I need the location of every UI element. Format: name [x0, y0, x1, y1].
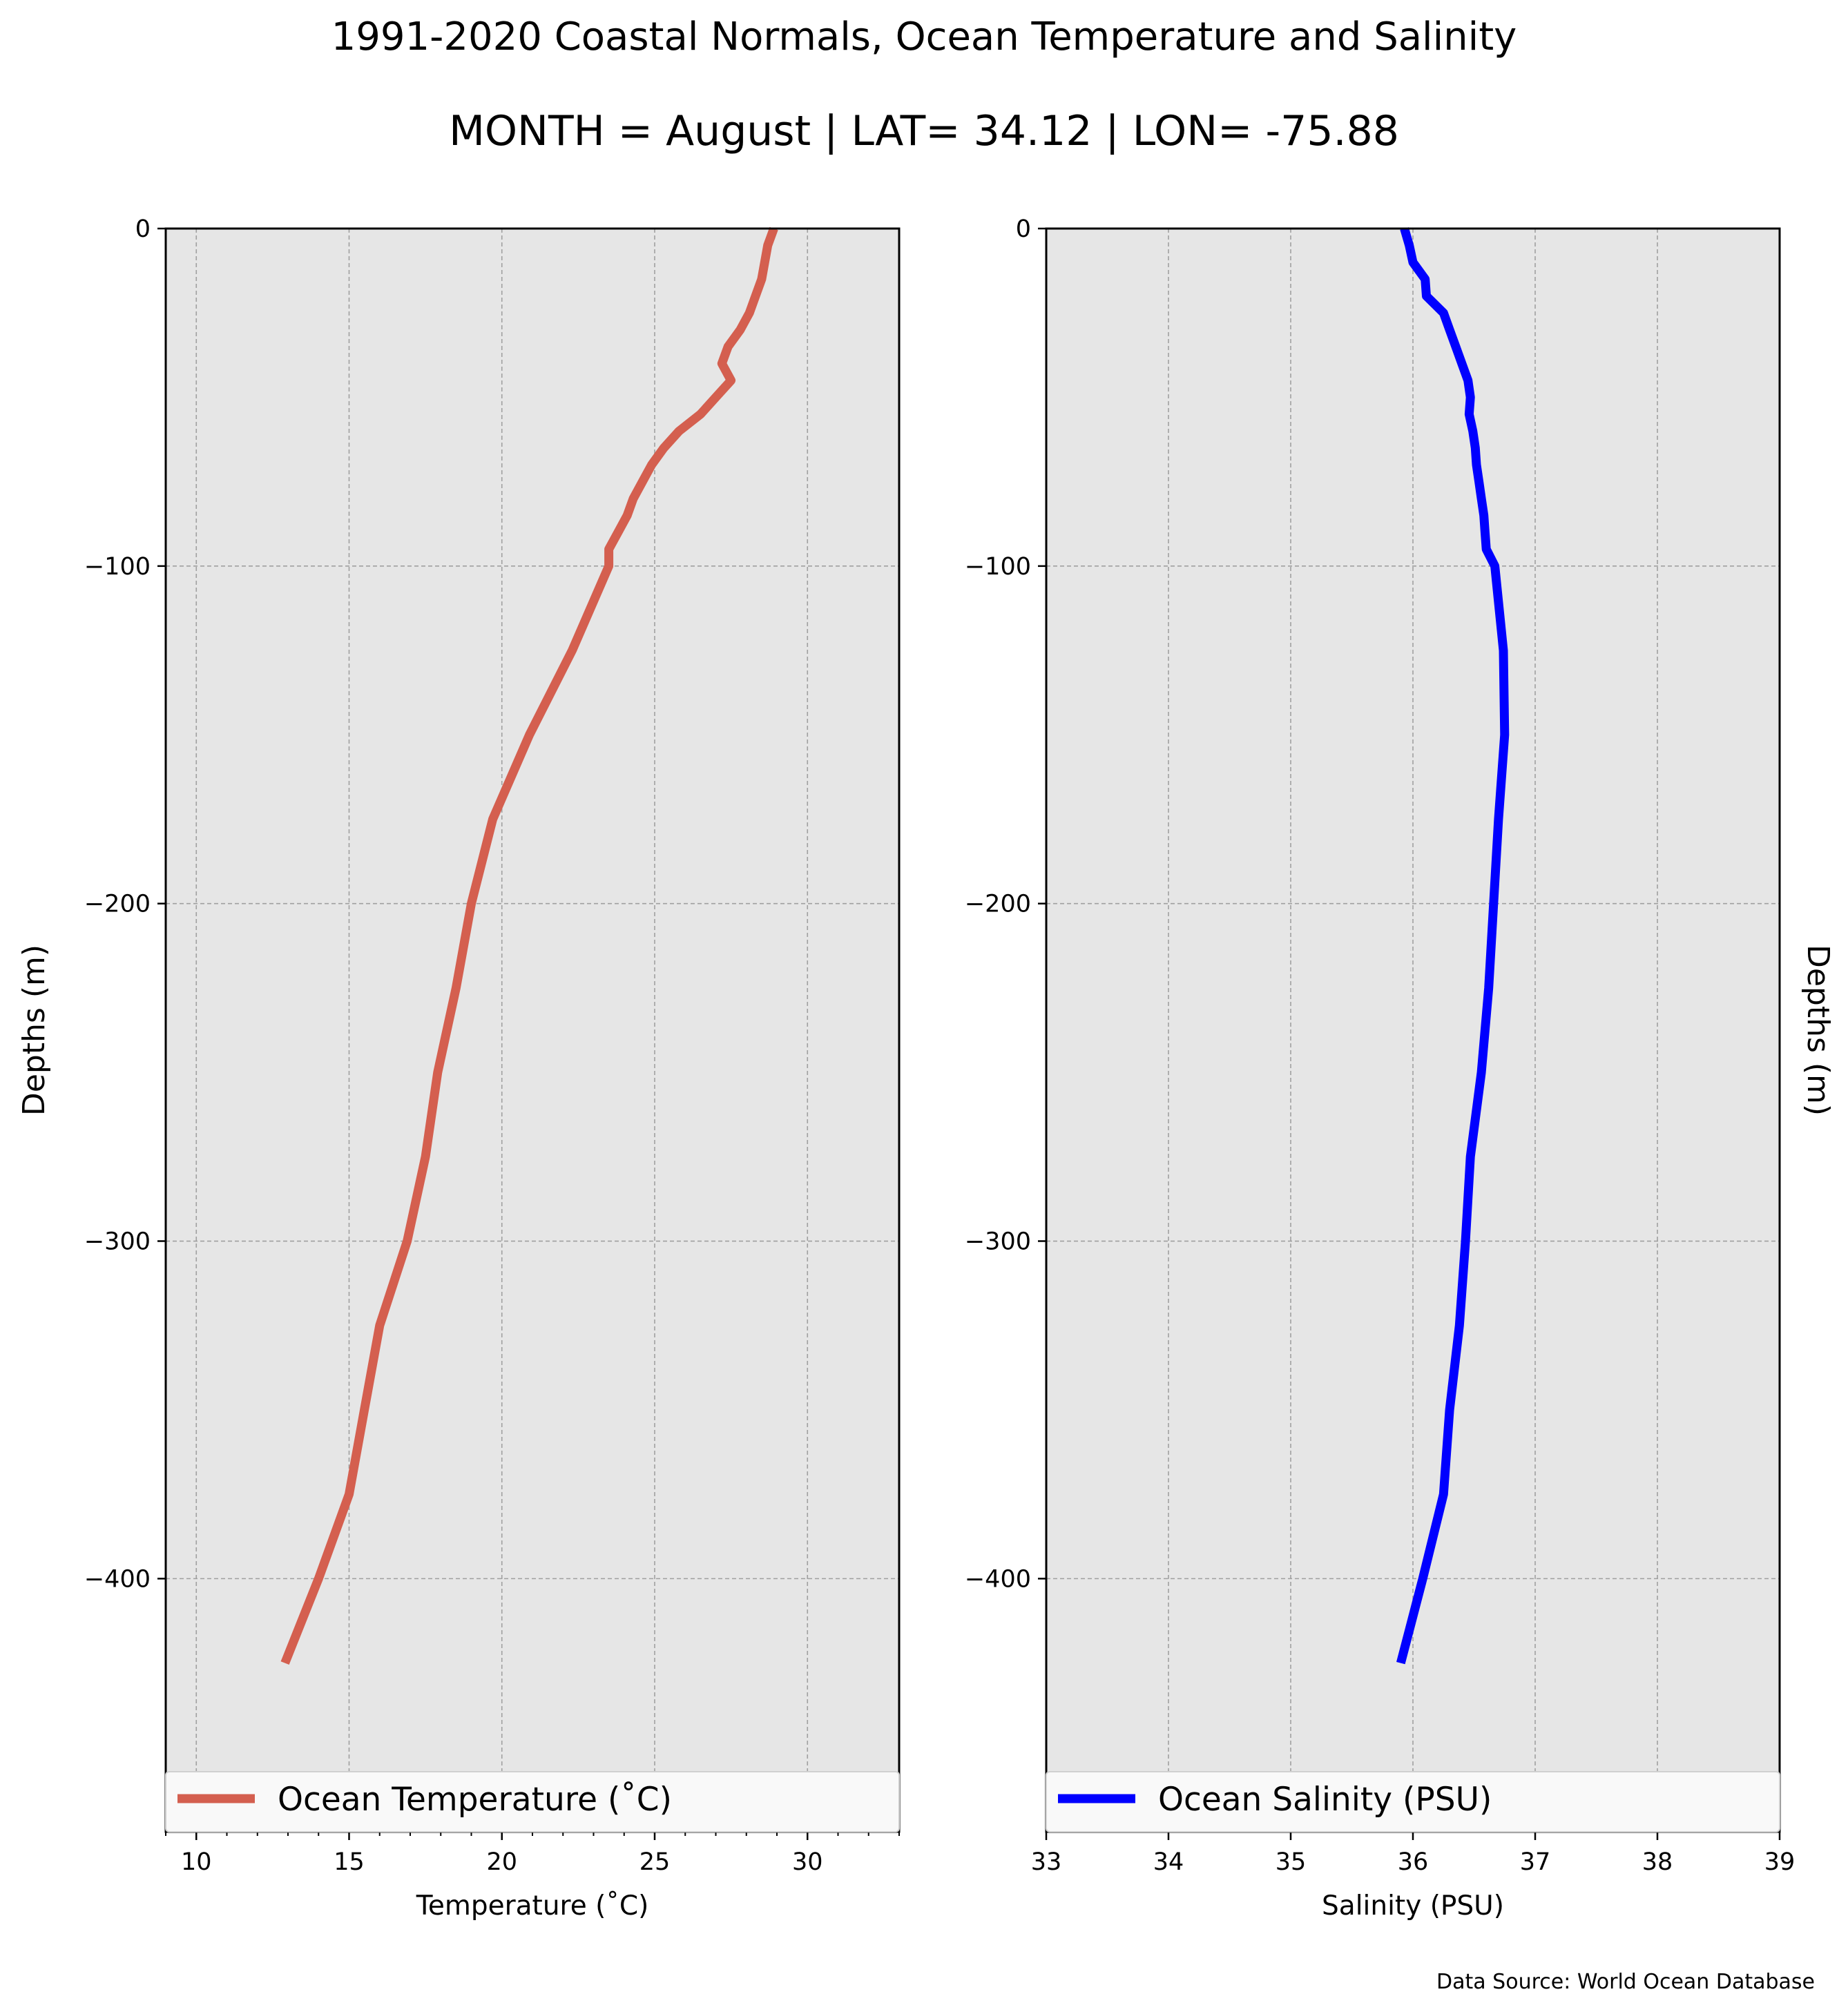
- temperature-legend-label: Ocean Temperature (˚C): [278, 1781, 672, 1819]
- temperature-x-tick-label: 10: [181, 1848, 212, 1876]
- salinity-line: [1396, 227, 1510, 1665]
- temperature-y-tick-label: −200: [84, 891, 151, 918]
- salinity-y-axis-label: Depths (m): [1800, 945, 1836, 1116]
- temperature-y-axis-label: Depths (m): [17, 945, 52, 1116]
- temperature-x-tick-label: 15: [334, 1848, 365, 1876]
- temperature-legend: Ocean Temperature (˚C): [165, 1771, 900, 1832]
- salinity-ticks: 33 34 35 36 37 38 39 0 −100 −200 −300 −400: [965, 215, 1795, 1876]
- salinity-legend: Ocean Salinity (PSU): [1046, 1771, 1780, 1832]
- temperature-line: [280, 226, 778, 1665]
- salinity-panel: 33 34 35 36 37 38 39 0 −100 −200 −300 −400 Ocean Sa…: [965, 215, 1836, 1922]
- salinity-y-tick-label: −400: [965, 1565, 1031, 1593]
- salinity-y-tick-label: −300: [965, 1228, 1031, 1256]
- salinity-legend-box: [1046, 1771, 1780, 1832]
- salinity-x-tick-label: 38: [1642, 1848, 1673, 1876]
- temperature-y-tick-label: −300: [84, 1228, 151, 1256]
- temperature-line-group: [280, 226, 778, 1665]
- salinity-y-tick-label: −100: [965, 553, 1031, 581]
- salinity-legend-label: Ocean Salinity (PSU): [1158, 1781, 1492, 1819]
- temperature-panel: 10 15 20 25 30 0 −100 −200 −300 −400 Ocean Temper…: [17, 215, 901, 1922]
- temperature-y-tick-label: −100: [84, 553, 151, 581]
- salinity-x-tick-label: 36: [1398, 1848, 1429, 1876]
- temperature-plot-area: [166, 229, 899, 1832]
- temperature-y-tick-label: 0: [135, 215, 151, 243]
- salinity-x-tick-label: 33: [1031, 1848, 1062, 1876]
- salinity-y-tick-label: 0: [1016, 215, 1031, 243]
- temperature-y-tick-label: −400: [84, 1565, 151, 1593]
- temperature-x-tick-label: 30: [792, 1848, 823, 1876]
- data-source-note: Data Source: World Ocean Database: [1436, 1970, 1815, 1994]
- salinity-x-tick-label: 39: [1764, 1848, 1796, 1876]
- figure-subtitle: MONTH = August | LAT= 34.12 | LON= -75.8…: [449, 107, 1399, 155]
- temperature-x-tick-label: 20: [486, 1848, 517, 1876]
- salinity-line-group: [1396, 227, 1510, 1665]
- salinity-x-axis-label: Salinity (PSU): [1322, 1890, 1504, 1922]
- salinity-y-tick-label: −200: [965, 891, 1031, 918]
- salinity-x-tick-label: 35: [1276, 1848, 1307, 1876]
- temperature-x-axis-label: Temperature (˚C): [416, 1890, 649, 1922]
- salinity-x-tick-label: 34: [1153, 1848, 1184, 1876]
- salinity-x-tick-label: 37: [1520, 1848, 1551, 1876]
- figure-title: 1991-2020 Coastal Normals, Ocean Tempera…: [331, 14, 1517, 59]
- temperature-legend-box: [165, 1771, 900, 1832]
- temperature-ticks: 10 15 20 25 30 0 −100 −200 −300 −400: [84, 215, 900, 1876]
- temperature-x-tick-label: 25: [639, 1848, 671, 1876]
